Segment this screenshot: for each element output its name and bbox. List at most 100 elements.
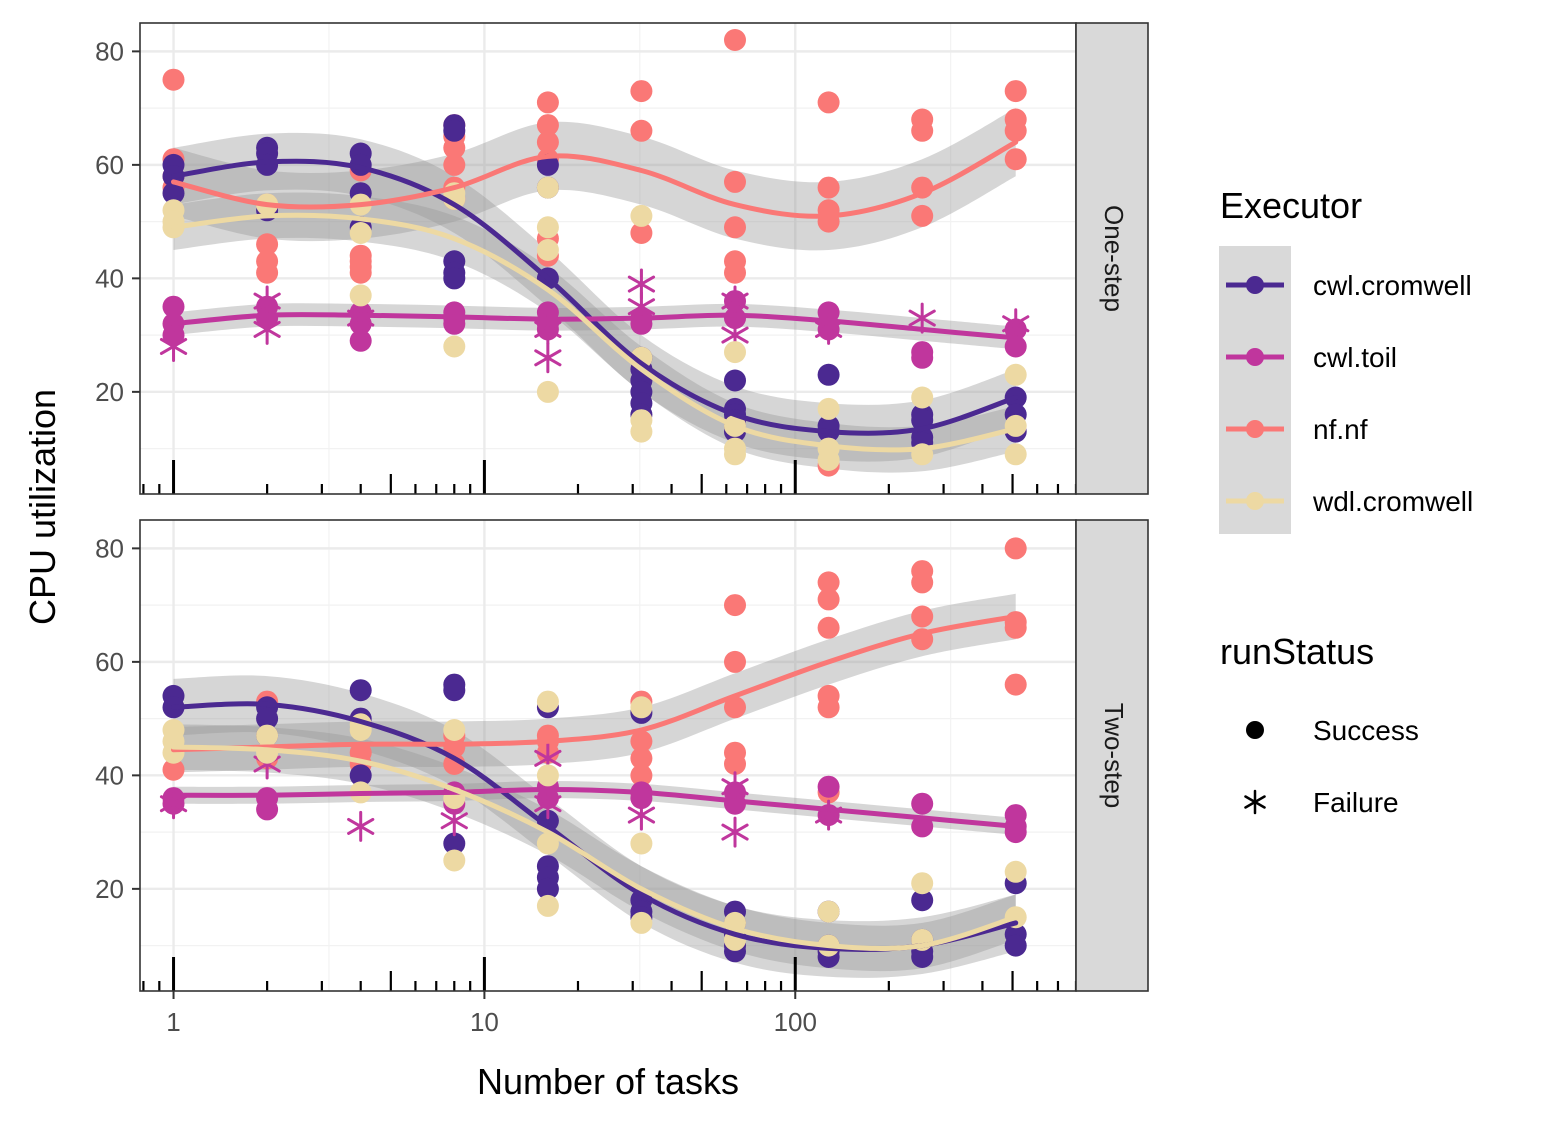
executor-legend-title: Executor (1220, 185, 1362, 226)
smooth-line-cwl-toil (171, 786, 1019, 829)
data-point-success (443, 267, 466, 290)
facet-strip (1075, 22, 1149, 495)
y-axis: 20 40 60 80 (95, 533, 140, 904)
data-point-success (911, 571, 934, 594)
data-point-success (443, 679, 466, 702)
y-tick-label: 20 (95, 377, 124, 407)
legend-item-label: nf.nf (1313, 414, 1368, 445)
data-point-success (536, 764, 559, 787)
data-point-success (630, 764, 653, 787)
data-point-success (817, 588, 840, 611)
legend-item-cwl-cromwell: cwl.cromwell (1226, 270, 1472, 301)
data-point-success (349, 679, 372, 702)
data-point-success (1004, 443, 1027, 466)
data-point-success (162, 68, 185, 91)
status-legend-title: runStatus (1220, 631, 1374, 672)
data-point-success (817, 571, 840, 594)
data-point-success (630, 204, 653, 227)
data-point-failure (721, 771, 749, 803)
data-point-success (817, 616, 840, 639)
data-point-success (1004, 673, 1027, 696)
data-point-success (911, 792, 934, 815)
data-point-success (630, 420, 653, 443)
data-point-success (817, 449, 840, 471)
y-tick-label: 40 (95, 760, 124, 790)
data-point-failure (253, 285, 281, 317)
data-point-failure (534, 788, 562, 820)
data-point-failure (721, 285, 749, 317)
data-point-success (536, 690, 559, 713)
data-point-failure (347, 810, 375, 842)
data-point-success (443, 136, 466, 159)
panel-background (140, 520, 1076, 991)
confidence-band-wdl-cromwell (173, 192, 1016, 473)
data-point-success (724, 369, 746, 392)
data-point-success (349, 329, 372, 352)
data-point-success (817, 900, 840, 923)
data-point-success (911, 119, 934, 142)
data-point-success (1004, 119, 1027, 142)
data-point-success (1004, 414, 1027, 437)
legend-key-point (1246, 492, 1264, 510)
data-point-success (443, 832, 466, 855)
data-point-success (630, 696, 653, 719)
data-point-success (162, 182, 185, 205)
panel-one-step: One-step 20 40 60 80 (95, 22, 1149, 495)
points-wdl-cromwell-success (162, 176, 1027, 471)
data-point-success (349, 222, 372, 244)
data-point-success (911, 386, 934, 409)
rug-ticks (142, 460, 1076, 494)
data-point-success (630, 222, 653, 244)
data-point-success (536, 114, 559, 137)
legend-item-label: cwl.toil (1313, 342, 1397, 373)
legend-item-nf-nf: nf.nf (1226, 414, 1368, 445)
data-point-success (724, 650, 746, 673)
confidence-band-wdl-cromwell (173, 724, 1016, 972)
data-point-success (349, 764, 372, 787)
legend-key-asterisk (1244, 789, 1266, 815)
data-point-failure (627, 799, 656, 831)
data-point-success (536, 131, 559, 154)
data-point-success (817, 775, 840, 798)
panel-content (142, 537, 1076, 991)
data-point-success (911, 872, 934, 895)
legend-key-point (1246, 348, 1264, 366)
data-point-success (630, 730, 653, 753)
data-point-success (724, 341, 746, 364)
data-point-success (162, 758, 185, 781)
data-point-success (817, 696, 840, 719)
data-point-failure (534, 342, 562, 374)
data-point-success (724, 170, 746, 193)
y-tick-label: 20 (95, 874, 124, 904)
data-point-success (536, 380, 559, 403)
panel-two-step: Two-step 20 40 60 80 1 10 100 (95, 519, 1149, 1037)
data-point-success (630, 911, 653, 934)
executor-legend: cwl.cromwell cwl.toil nf.nf wdl.cromwell (1226, 270, 1473, 517)
data-point-success (911, 889, 934, 912)
data-point-success (630, 80, 653, 103)
data-point-success (536, 894, 559, 917)
data-point-failure (440, 805, 468, 837)
data-point-success (630, 119, 653, 142)
data-point-success (536, 809, 559, 832)
y-axis: 20 40 60 80 (95, 36, 140, 407)
data-point-success (1004, 860, 1027, 883)
points-cwl-toil-failure (159, 742, 843, 848)
data-point-success (630, 747, 653, 770)
data-point-success (443, 119, 466, 142)
smooth-line-wdl-cromwell (171, 744, 1019, 951)
y-axis-title: CPU utilization (22, 389, 63, 625)
data-point-success (1004, 616, 1027, 639)
data-point-success (256, 261, 279, 284)
data-point-success (1004, 335, 1027, 358)
data-point-success (256, 233, 279, 256)
data-point-success (724, 261, 746, 284)
facet-strip-label: Two-step (1099, 703, 1129, 809)
data-point-success (349, 250, 372, 273)
points-cwl-toil-success (162, 775, 1027, 844)
facet-strip-label: One-step (1099, 205, 1129, 312)
data-point-success (817, 363, 840, 386)
legend-key-point (1246, 276, 1264, 294)
y-tick-label: 60 (95, 647, 124, 677)
